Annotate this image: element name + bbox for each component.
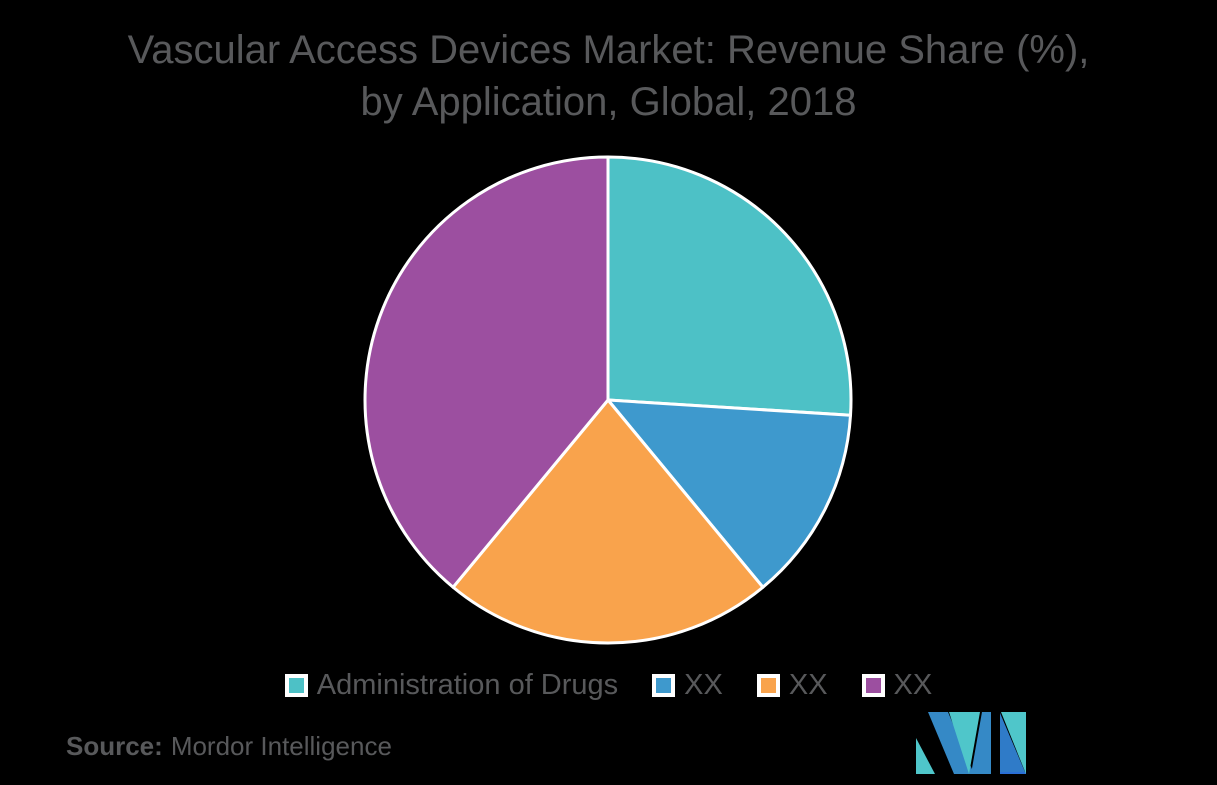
legend-label: Administration of Drugs <box>316 669 619 701</box>
pie-slice-2 <box>606 398 853 589</box>
legend-marker-icon <box>756 674 780 697</box>
pie-slice-1 <box>606 155 853 417</box>
source-label: Source: <box>66 731 163 761</box>
mordor-intelligence-logo <box>916 712 1026 774</box>
legend-item-4: XX <box>861 669 933 702</box>
legend-label: XX <box>893 669 933 701</box>
source-line: Source: Mordor Intelligence <box>66 731 392 762</box>
logo-m-middle <box>949 712 980 774</box>
legend-marker-icon <box>861 674 885 697</box>
logo-i-lower <box>1000 713 1025 772</box>
pie-slice-4 <box>363 155 610 589</box>
legend-label: XX <box>788 669 828 701</box>
logo-m-diagonal <box>928 712 974 774</box>
legend-item-2: XX <box>652 669 723 702</box>
logo-m-left-triangle <box>916 738 935 774</box>
legend-item-1: Administration of Drugs <box>284 669 619 702</box>
legend: Administration of Drugs XX XX XX <box>0 669 1217 702</box>
legend-marker-icon <box>652 674 676 697</box>
logo-i-upper <box>1001 712 1026 774</box>
pie-chart <box>363 155 853 645</box>
legend-item-3: XX <box>756 669 828 702</box>
source-text: Mordor Intelligence <box>170 731 392 761</box>
chart-title: Vascular Access Devices Market: Revenue … <box>127 28 1090 124</box>
logo-m-right-stroke <box>971 712 991 774</box>
legend-label: XX <box>684 669 723 701</box>
logo-i-accent-line <box>1000 771 1026 774</box>
legend-marker-icon <box>284 674 308 697</box>
pie-slice-3 <box>451 398 765 645</box>
